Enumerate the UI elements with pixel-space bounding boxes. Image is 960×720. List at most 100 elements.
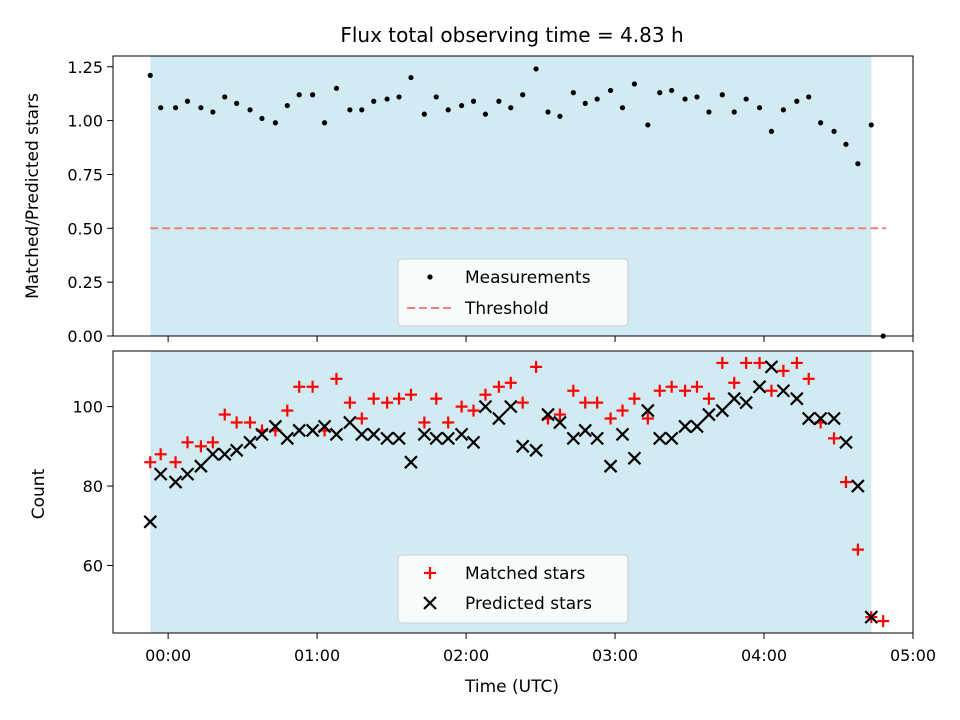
measurement-point <box>433 94 439 100</box>
measurement-point <box>371 98 377 104</box>
measurement-point <box>272 120 278 126</box>
predicted-star-point <box>503 399 518 414</box>
predicted-star-point <box>194 459 208 473</box>
xtick-label: 05:00 <box>890 646 936 665</box>
matched-star-point <box>690 380 703 393</box>
matched-star-point <box>355 412 368 425</box>
measurement-point <box>645 122 651 128</box>
predicted-star-point <box>255 427 269 442</box>
matched-star-point <box>430 392 443 405</box>
measurement-point <box>408 74 414 81</box>
matched-star-point <box>828 432 841 445</box>
predicted-star-point <box>678 419 692 434</box>
measurement-point <box>310 92 316 98</box>
measurement-point <box>284 102 290 109</box>
measurement-point <box>806 94 812 100</box>
matched-star-point <box>393 392 406 405</box>
legend-predicted-label: Predicted stars <box>465 594 592 614</box>
predicted-stars-series <box>143 360 879 624</box>
matched-star-point <box>244 416 257 429</box>
bottom-y-ticks: 60 80 100 <box>72 398 113 575</box>
measurement-point <box>321 120 328 126</box>
bottom-legend-box <box>397 554 629 624</box>
matched-star-point <box>330 372 343 385</box>
measurement-point <box>158 105 164 111</box>
measurement-point <box>631 81 638 87</box>
predicted-star-point <box>343 415 357 430</box>
legend-predicted-marker <box>423 596 437 610</box>
matched-star-point <box>367 392 380 405</box>
chart-title: Flux total observing time = 4.83 h <box>340 23 683 47</box>
measurement-point <box>706 109 712 115</box>
measurement-point <box>296 92 302 98</box>
matched-star-point <box>206 436 219 449</box>
top-ylabel: Matched/Predicted stars <box>23 93 43 299</box>
top-ytick-label: 0.50 <box>67 219 103 238</box>
predicted-star-point <box>217 447 232 462</box>
measurement-point <box>421 111 427 117</box>
legend-measurements-label: Measurements <box>465 268 591 288</box>
top-panel-frame <box>112 55 914 337</box>
predicted-star-point <box>492 411 506 426</box>
measurement-point <box>247 107 253 113</box>
predicted-star-point <box>392 431 406 446</box>
predicted-star-point <box>229 443 244 458</box>
legend-threshold-label: Threshold <box>464 299 549 319</box>
predicted-star-point <box>454 427 469 442</box>
predicted-star-point <box>280 431 295 446</box>
predicted-star-point <box>652 431 667 446</box>
top-legend: Measurements Threshold <box>397 258 629 327</box>
bottom-ytick-label: 80 <box>83 477 103 496</box>
matched-star-point <box>381 396 394 409</box>
measurement-point <box>719 92 725 98</box>
legend-matched-label: Matched stars <box>465 564 585 584</box>
measurement-point <box>520 92 526 98</box>
xtick-label: 00:00 <box>145 646 191 665</box>
matched-star-point <box>579 396 592 409</box>
matched-star-point <box>418 416 431 429</box>
bottom-ytick-label: 60 <box>83 556 103 575</box>
predicted-star-point <box>690 419 704 434</box>
matched-star-point <box>442 416 455 429</box>
predicted-star-point <box>180 467 195 481</box>
predicted-star-point <box>329 427 344 442</box>
predicted-star-point <box>243 435 257 450</box>
predicted-star-point <box>441 431 455 446</box>
predicted-star-point <box>864 610 879 624</box>
matched-star-point <box>467 404 480 417</box>
predicted-star-point <box>153 467 168 481</box>
top-legend-box <box>397 258 629 327</box>
matched-star-point <box>616 404 629 417</box>
predicted-star-point <box>590 431 604 446</box>
legend-measurements-marker <box>427 274 433 280</box>
measurement-point <box>619 105 626 111</box>
matched-star-point <box>628 392 641 405</box>
measurement-point <box>359 107 365 113</box>
predicted-star-point <box>168 475 183 489</box>
matched-star-point <box>404 388 417 401</box>
measurement-point <box>780 107 786 113</box>
matched-star-point <box>753 356 766 369</box>
bottom-ylabel: Count <box>29 468 49 519</box>
matched-star-point <box>567 384 580 397</box>
bottom-legend: Matched stars Predicted stars <box>397 554 629 624</box>
measurement-point <box>855 161 861 167</box>
x-axis-label: Time (UTC) <box>464 677 559 697</box>
matched-star-point <box>230 416 243 429</box>
matched-star-point <box>455 400 468 413</box>
xtick-label: 04:00 <box>741 646 787 665</box>
measurement-point <box>533 66 539 72</box>
top-panel: 0.00 0.25 0.50 0.75 1.00 1.25 Matched/Predict… <box>23 55 914 346</box>
matched-star-point <box>777 364 790 377</box>
measurement-point <box>557 113 563 119</box>
predicted-star-point <box>641 403 655 418</box>
matched-star-point <box>530 360 543 373</box>
bottom-panel-frame <box>112 350 914 634</box>
top-ytick-label: 0.25 <box>67 273 103 292</box>
measurement-point <box>743 96 749 102</box>
predicted-star-point <box>206 447 220 462</box>
measurement-point <box>333 85 340 91</box>
measurement-point <box>594 96 600 102</box>
matched-star-point <box>851 543 864 556</box>
predicted-star-point <box>752 379 767 394</box>
